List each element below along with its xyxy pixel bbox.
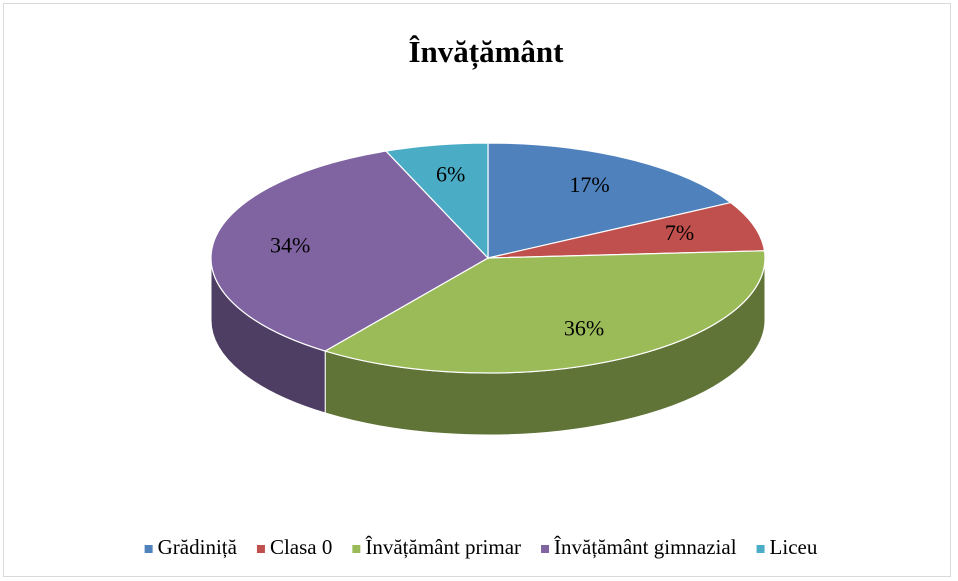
data-label: 34% (270, 233, 310, 258)
legend-label: Învățământ gimnazial (554, 535, 737, 559)
legend: Grădiniță Clasa 0 Învățământ primar Învățăm… (144, 535, 818, 559)
legend-swatch (352, 545, 361, 553)
legend-label: Învățământ primar (365, 535, 521, 559)
slice (487, 142, 733, 259)
data-label: 6% (436, 162, 465, 187)
chart-title: Învățământ (408, 34, 564, 70)
data-label: 17% (569, 172, 609, 197)
legend-swatch (541, 545, 550, 553)
legend-label: Clasa 0 (270, 535, 332, 559)
legend-label: Grădiniță (158, 535, 238, 559)
slice (323, 250, 766, 374)
slice (487, 201, 766, 259)
slice (384, 142, 489, 260)
data-label: 36% (564, 316, 604, 341)
slice (210, 150, 489, 352)
legend-swatch (756, 545, 765, 553)
legend-swatch (144, 545, 153, 553)
data-label: 7% (665, 220, 694, 245)
legend-swatch (256, 545, 265, 553)
legend-label: Liceu (770, 535, 818, 559)
